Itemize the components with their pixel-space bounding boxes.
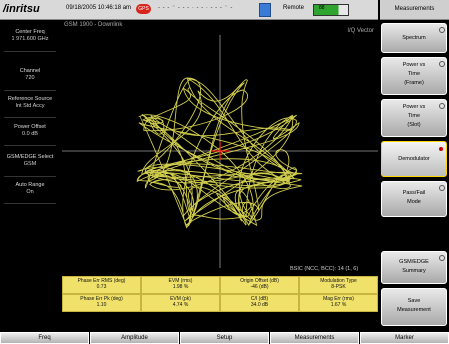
pass-fail-mode-button[interactable]: Pass/Fail Mode xyxy=(381,181,447,217)
result-evm-pk: EVM (pk) 4.74 % xyxy=(141,294,220,312)
marker-menu-button[interactable]: Marker xyxy=(360,332,449,344)
standard-label: GSM 1900 - Downlink xyxy=(64,22,123,28)
parameter-panel: Center Freq 1 971.600 GHz Channel 720 Re… xyxy=(0,20,60,332)
save-measurement-button[interactable]: Save Measurement xyxy=(381,288,447,326)
iq-trace-group xyxy=(136,77,303,229)
result-evm-rms: EVM (rms) 1.98 % xyxy=(141,276,220,294)
divider xyxy=(4,176,56,177)
freq-menu-button[interactable]: Freq xyxy=(0,332,89,344)
param-label: GSM/EDGE Select xyxy=(6,154,54,160)
result-phase-err-rms: Phase Err RMS (deg) 0.73 xyxy=(62,276,141,294)
param-auto-range[interactable]: Auto Range On xyxy=(2,182,58,196)
param-channel[interactable]: Channel 720 xyxy=(2,68,58,82)
param-value: 720 xyxy=(25,75,35,81)
battery-icon: 88 xyxy=(313,4,349,16)
param-value: GSM xyxy=(23,161,37,167)
radio-icon xyxy=(439,185,445,191)
divider xyxy=(4,51,56,52)
main-menu-bar: Freq Amplitude Setup Measurements Marker xyxy=(0,332,449,344)
result-mag-err: Mag Err (rms) 1.67 % xyxy=(299,294,378,312)
param-power-offset[interactable]: Power Offset 0.0 dB xyxy=(2,124,58,138)
result-c-i: C/I (dB) 34.0 dB xyxy=(220,294,299,312)
param-value: 1 971.600 GHz xyxy=(11,36,49,42)
gsm-edge-summary-button[interactable]: GSM/EDGE Summary xyxy=(381,251,447,284)
divider xyxy=(4,117,56,118)
iq-vector-graph xyxy=(62,35,378,268)
demodulator-button[interactable]: Demodulator xyxy=(381,141,447,177)
measurements-menu-button[interactable]: Measurements xyxy=(270,332,359,344)
result-modulation-type: Modulation Type 8-PSK xyxy=(299,276,378,294)
save-icon[interactable] xyxy=(259,3,271,17)
setup-menu-button[interactable]: Setup xyxy=(180,332,269,344)
soft-key-menu: Spectrum Power vs Time (Frame) Power vs … xyxy=(380,20,449,332)
anritsu-logo: /inritsu xyxy=(3,3,40,15)
bsic-readout: BSIC (NCC, BCC): 14 (1, 6) xyxy=(290,266,359,272)
menu-title: Measurements xyxy=(380,0,449,20)
param-center-freq[interactable]: Center Freq 1 971.600 GHz xyxy=(2,29,58,43)
display-mode-label: I/Q Vector xyxy=(347,28,374,34)
param-reference-source[interactable]: Reference Source Int Std Accy xyxy=(2,96,58,110)
power-vs-time-frame-button[interactable]: Power vs Time (Frame) xyxy=(381,57,447,95)
param-label: Center Freq xyxy=(15,29,45,35)
measurement-results: Phase Err RMS (deg) 0.73 EVM (rms) 1.98 % … xyxy=(62,276,378,331)
param-value: 0.0 dB xyxy=(22,131,38,137)
center-cursor xyxy=(211,142,229,160)
radio-icon xyxy=(439,103,445,109)
spectrum-button[interactable]: Spectrum xyxy=(381,23,447,53)
iq-trace xyxy=(136,77,303,229)
iq-vector-plot xyxy=(62,35,378,268)
divider xyxy=(4,90,56,91)
param-label: Power Offset xyxy=(14,124,46,130)
radio-icon xyxy=(439,27,445,33)
remote-label: Remote xyxy=(283,5,305,11)
divider xyxy=(4,203,56,204)
result-origin-offset: Origin Offset (dB) -46 (dB) xyxy=(220,276,299,294)
result-phase-err-pk: Phase Err Pk (deg) 1.10 xyxy=(62,294,141,312)
radio-icon xyxy=(439,61,445,67)
date-time: 09/18/2005 10:46:18 am xyxy=(66,5,132,11)
status-indicators: - - - ⁻ - - - · - - · - - - ⁻ - xyxy=(158,5,233,11)
gps-icon: GPS xyxy=(136,4,151,14)
radio-icon xyxy=(439,255,445,261)
param-gsm-edge-select[interactable]: GSM/EDGE Select GSM xyxy=(2,154,58,168)
status-bar: /inritsu 09/18/2005 10:46:18 am GPS - - … xyxy=(0,0,378,20)
param-value: On xyxy=(26,189,34,195)
amplitude-menu-button[interactable]: Amplitude xyxy=(90,332,179,344)
plot-header: GSM 1900 - Downlink I/Q Vector xyxy=(62,20,378,34)
divider xyxy=(4,145,56,146)
power-vs-time-slot-button[interactable]: Power vs Time (Slot) xyxy=(381,99,447,137)
selected-indicator-icon xyxy=(439,147,443,151)
param-value: Int Std Accy xyxy=(15,103,45,109)
param-label: Reference Source xyxy=(7,96,53,102)
param-label: Channel xyxy=(19,68,41,74)
param-label: Auto Range xyxy=(15,182,45,188)
